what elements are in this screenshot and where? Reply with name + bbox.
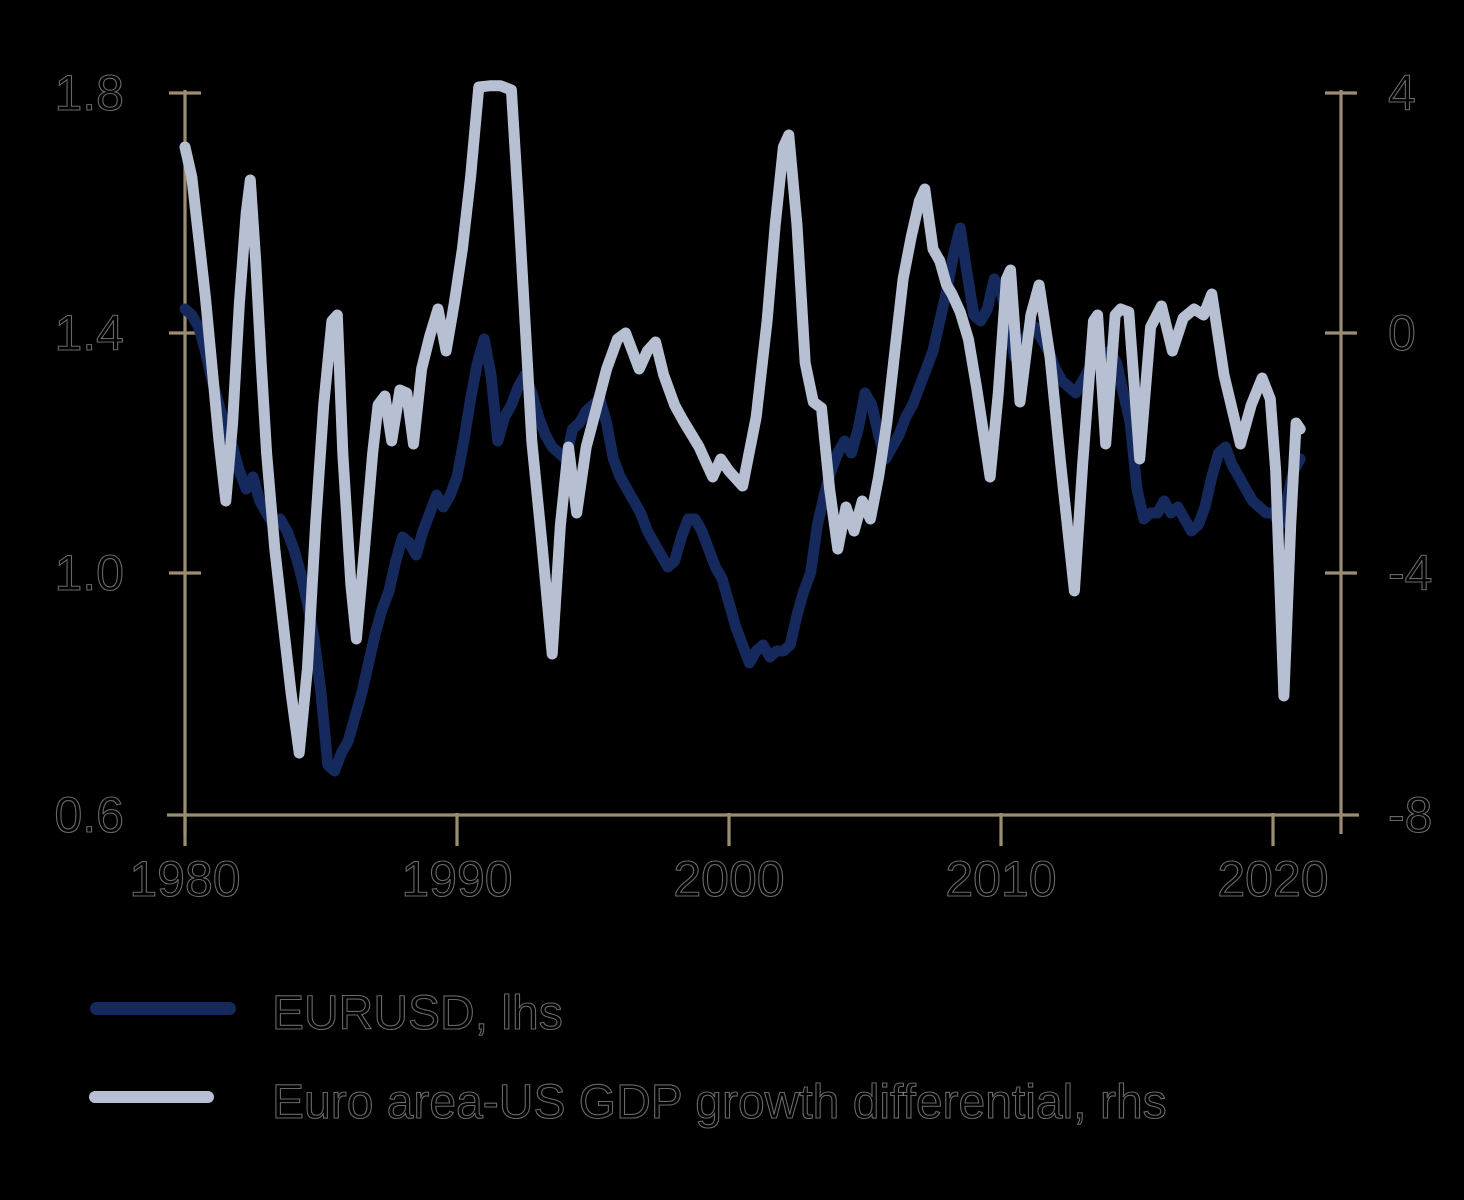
legend-swatch-eurusd bbox=[90, 1002, 236, 1015]
right-axis-tick-label: 4 bbox=[1387, 65, 1416, 121]
right-axis-tick-label: -4 bbox=[1387, 545, 1433, 601]
legend-swatch-growth-differential bbox=[89, 1091, 214, 1103]
series-line-growth-differential bbox=[179, 80, 1306, 759]
x-axis-tick-label: 1990 bbox=[401, 851, 513, 907]
left-axis-tick-label: 1.8 bbox=[54, 65, 125, 121]
right-axis-tick-label: -8 bbox=[1387, 787, 1433, 843]
left-axis-tick-label: 1.0 bbox=[54, 545, 125, 601]
x-axis-tick-label: 2000 bbox=[673, 851, 785, 907]
right-axis-tick-label: 0 bbox=[1387, 305, 1416, 361]
x-axis-tick-label: 1980 bbox=[129, 851, 241, 907]
x-axis-tick-label: 2020 bbox=[1217, 851, 1329, 907]
left-axis-tick-label: 0.6 bbox=[54, 787, 125, 843]
legend-label-growth-differential: Euro area-US GDP growth differential, rh… bbox=[271, 1076, 1167, 1129]
x-axis-tick-label: 2010 bbox=[945, 851, 1057, 907]
left-axis-tick-label: 1.4 bbox=[54, 305, 125, 361]
legend-label-eurusd: EURUSD, lhs bbox=[271, 987, 563, 1040]
